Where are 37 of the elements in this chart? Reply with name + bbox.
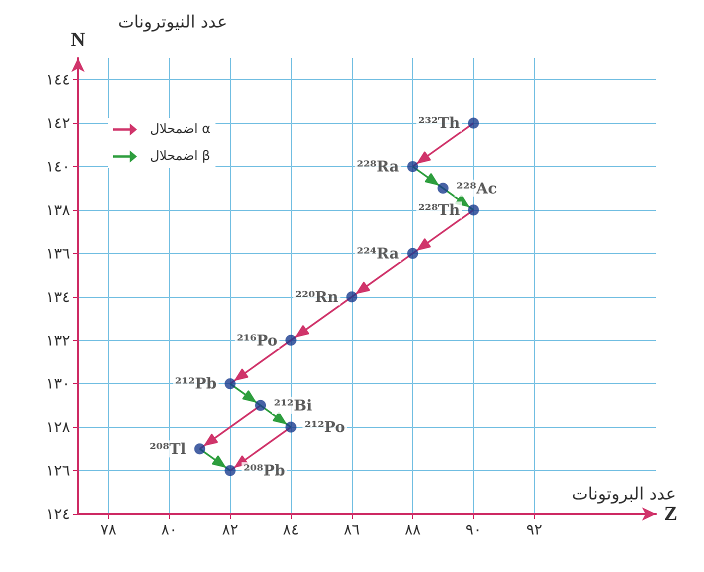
data-label: ²²⁸Ra: [356, 158, 400, 176]
x-tick-label: ٨٦: [344, 520, 360, 538]
y-tick-label: ١٢٨: [46, 418, 70, 436]
legend-label: اضمحلال α: [150, 122, 210, 137]
data-label: ²²⁰Rn: [295, 288, 338, 306]
y-tick-label: ١٢٤: [46, 505, 70, 523]
annotation: عدد البروتونات: [572, 484, 676, 504]
legend-label: اضمحلال β: [150, 149, 210, 164]
data-label: ²²⁸Th: [418, 201, 460, 219]
y-tick-label: ١٤٤: [46, 70, 70, 89]
x-tick-label: ٨٢: [222, 520, 238, 538]
y-tick-label: ١٣٦: [46, 244, 70, 262]
data-label: ²¹²Pb: [175, 374, 217, 393]
y-tick-label: ١٣٤: [46, 288, 70, 306]
y-axis-title: N: [70, 29, 86, 51]
data-label: ²¹⁶Po: [236, 331, 278, 350]
y-tick-label: ١٣٢: [46, 331, 70, 350]
data-label: ²²⁸Ac: [456, 179, 498, 198]
y-tick-label: ١٣٠: [46, 374, 70, 393]
y-tick-label: ١٤٠: [46, 158, 70, 176]
data-label: ²¹²Po: [304, 418, 346, 436]
x-axis-title: Z: [664, 503, 678, 525]
x-tick-label: ٨٠: [161, 520, 178, 538]
x-tick-label: ٧٨: [100, 520, 116, 538]
data-label: ²¹²Bi: [274, 396, 312, 414]
data-label: ²⁰⁸Tl: [150, 440, 186, 458]
text: عدد النيوترونات: [118, 12, 228, 32]
data-label: ²³²Th: [418, 114, 460, 132]
x-tick-label: ٩٠: [465, 520, 482, 538]
y-tick-label: ١٢٦: [46, 462, 70, 480]
x-tick-label: ٩٢: [526, 520, 542, 538]
y-tick-label: ١٣٨: [46, 201, 70, 219]
y-tick-label: ١٤٢: [46, 114, 70, 132]
x-tick-label: ٨٨: [404, 520, 421, 538]
x-tick-label: ٨٤: [282, 520, 300, 538]
data-label: ²⁰⁸Pb: [244, 462, 286, 480]
data-label: ²²⁴Ra: [356, 244, 400, 262]
